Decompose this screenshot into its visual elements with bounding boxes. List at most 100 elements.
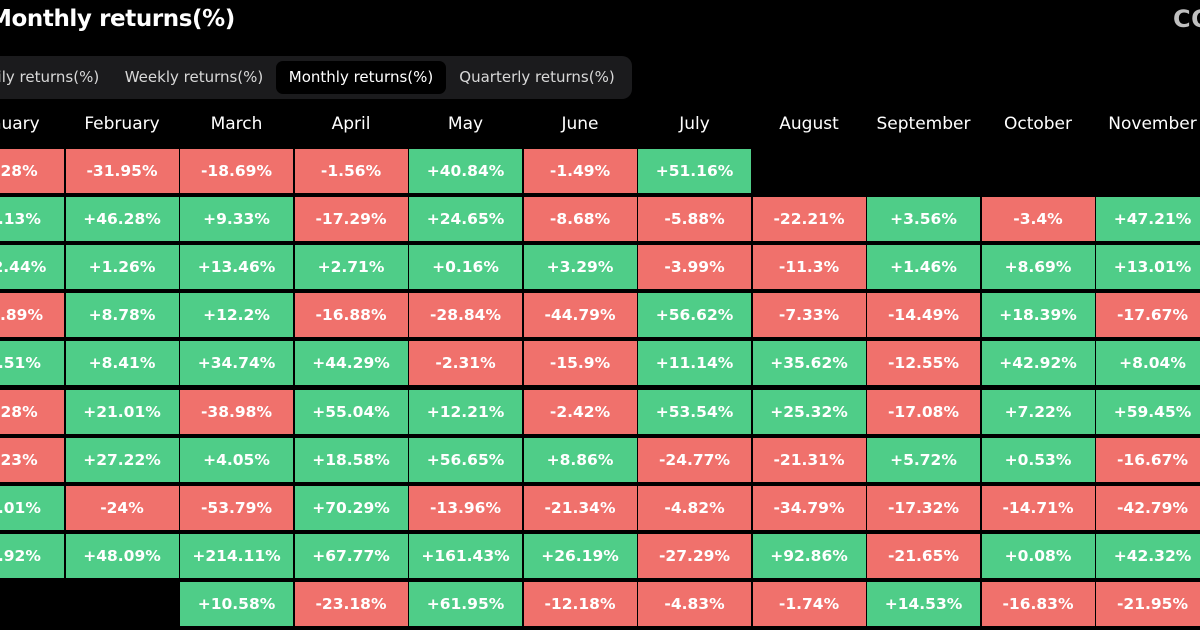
month-header-january: January [0,114,40,134]
return-cell: +44.29% [294,341,408,386]
return-cell: -11.3% [752,245,866,290]
return-cell: -5.88% [638,197,751,242]
return-cell: -18.69% [180,149,293,193]
return-cell: +21.01% [65,389,179,434]
return-cell: -1.28% [0,149,64,193]
brand-logo: CO [1173,5,1200,33]
return-cell: +40.84% [409,149,522,193]
return-cell: +13.46% [180,245,293,290]
month-header-october: October [1003,114,1073,134]
return-cell: +24.65% [409,197,522,242]
return-cell: +14.53% [867,581,980,626]
return-cell: -9.28% [0,389,64,434]
page-title: Monthly returns(%) [0,6,235,32]
return-cell: -14.49% [867,293,980,338]
return-cell: +3.29% [523,245,637,290]
return-cell: +8.78% [65,293,179,338]
month-header-may: May [447,114,484,134]
return-cell: -38.98% [180,389,293,434]
return-cell: +2.71% [294,245,408,290]
return-cell: -15.89% [0,293,64,338]
return-cell: -16.88% [294,293,408,338]
month-header-july: July [679,114,710,134]
return-cell: +0.53% [981,437,1095,482]
return-cell: +59.45% [1096,389,1200,434]
return-cell: +1.92% [0,533,64,578]
return-cell: +1.46% [867,245,980,290]
return-cell: -8.68% [523,197,637,242]
return-cell: -27.29% [638,533,751,578]
return-cell: +0.16% [409,245,522,290]
return-cell: +12.44% [0,245,64,290]
return-cell: -4.83% [638,581,751,626]
return-cell: +18.58% [294,437,408,482]
return-cell: +34.74% [180,341,293,386]
return-cell: +5.72% [867,437,980,482]
return-cell: -44.79% [523,293,637,338]
return-cell: +8.69% [981,245,1095,290]
return-cell: +42.32% [1096,533,1200,578]
return-cell: -2.42% [523,389,637,434]
month-header-march: March [210,114,263,134]
return-cell: +11.14% [638,341,751,386]
tab-daily-returns[interactable]: Daily returns(%) [0,68,100,86]
return-cell: -14.71% [981,485,1095,530]
return-cell: -1.49% [523,149,637,193]
return-cell: -53.79% [180,485,293,530]
tab-quarterly-returns[interactable]: Quarterly returns(%) [459,68,615,86]
return-cell: -12.55% [867,341,980,386]
return-cell: +4.05% [180,437,293,482]
return-cell: -3.4% [981,197,1095,242]
return-cell: +27.22% [65,437,179,482]
return-cell: -21.65% [867,533,980,578]
return-cell: +25.32% [752,389,866,434]
return-cell: +56.65% [409,437,522,482]
return-cell: +161.43% [409,533,522,578]
return-cell: -22.21% [752,197,866,242]
return-cell: +13.01% [1096,245,1200,290]
return-cell: -12.18% [523,581,637,626]
return-cell: +18.39% [981,293,1095,338]
return-cell: +51.16% [638,149,751,193]
return-cell: -21.31% [752,437,866,482]
return-cell: -24.77% [638,437,751,482]
return-cell: +67.77% [294,533,408,578]
return-cell: -1.74% [752,581,866,626]
return-cell: -17.67% [1096,293,1200,338]
return-cell: -7.33% [752,293,866,338]
return-cell: +0.08% [981,533,1095,578]
tab-weekly-returns[interactable]: Weekly returns(%) [124,68,264,86]
return-cell: +61.95% [409,581,522,626]
return-cell: -16.83% [981,581,1095,626]
return-cell: -16.67% [1096,437,1200,482]
return-cell: -0.23% [0,437,64,482]
return-cell: +0.13% [0,197,64,242]
return-cell: +8.41% [65,341,179,386]
return-cell: -42.79% [1096,485,1200,530]
return-cell: +12.2% [180,293,293,338]
return-cell: -28.84% [409,293,522,338]
tab-monthly-returns[interactable]: Monthly returns(%) [276,61,446,94]
return-cell: -17.08% [867,389,980,434]
return-cell: -3.99% [638,245,751,290]
return-cell: -2.31% [409,341,522,386]
return-cell: +46.28% [65,197,179,242]
return-cell: +1.26% [65,245,179,290]
return-cell: -17.32% [867,485,980,530]
return-cell: +47.21% [1096,197,1200,242]
return-cell: +9.33% [180,197,293,242]
month-header-february: February [84,114,160,134]
return-cell: +55.04% [294,389,408,434]
return-cell: -17.29% [294,197,408,242]
return-cell: -13.96% [409,485,522,530]
return-cell: +3.56% [867,197,980,242]
month-header-april: April [331,114,371,134]
return-cell: -21.95% [1096,581,1200,626]
month-header-august: August [779,114,839,134]
return-cell: +3.51% [0,341,64,386]
month-header-november: November [1108,114,1197,134]
return-cell: +2.01% [0,485,64,530]
return-cell: -4.82% [638,485,751,530]
return-cell: -23.18% [294,581,408,626]
